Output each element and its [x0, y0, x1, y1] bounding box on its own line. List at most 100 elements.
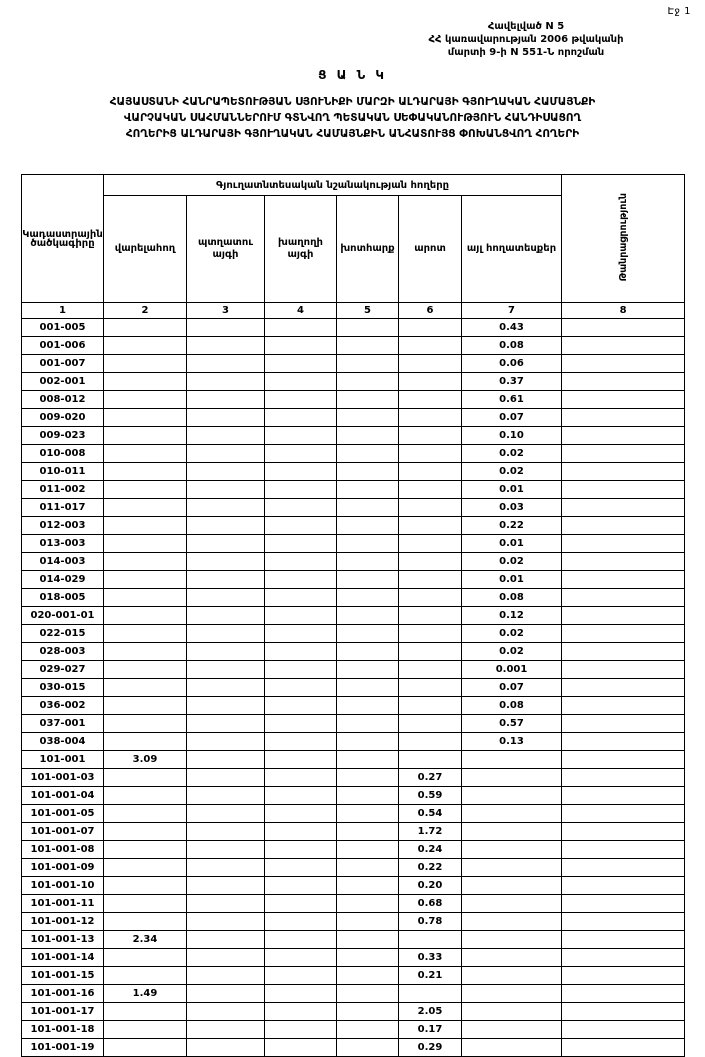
cell-vineyard [264, 948, 337, 967]
cell-orchard [186, 408, 265, 427]
cell-other: 0.07 [460, 408, 563, 427]
cell-orchard [186, 1038, 265, 1057]
cell-arable [103, 408, 187, 427]
data-grid: Կադաստրային ծածկագիրը Գյուղատնտեսական նշ… [21, 174, 686, 1057]
cell-orchard [186, 966, 265, 985]
cell-arable [103, 390, 187, 409]
cell-vineyard [264, 876, 337, 895]
cell-orchard [186, 930, 265, 949]
table-row: 010-011 0.02 [21, 462, 686, 481]
cell-pasture [398, 624, 462, 643]
subtitle-line-2: ՎԱՐՉԱԿԱՆ ՍԱՀՄԱՆՆԵՐՈՒՄ ԳՏՆՎՈՂ ՊԵՏԱԿԱՆ ՍԵՓ… [123, 112, 582, 124]
cell-hayfield [336, 642, 399, 661]
cell-arable [103, 480, 187, 499]
cell-arable [103, 894, 187, 913]
cell-hayfield [336, 336, 399, 355]
table-row: 101-001-07 1.72 [21, 822, 686, 841]
cell-vineyard [264, 408, 337, 427]
cell-pasture [398, 984, 462, 1003]
cell-cadastre-code: 008-012 [21, 390, 104, 409]
cell-hayfield [336, 1038, 399, 1057]
cell-pasture [398, 588, 462, 607]
cell-density [561, 318, 686, 337]
cell-orchard [186, 570, 265, 589]
cell-arable [103, 588, 187, 607]
cell-cadastre-code: 101-001-09 [21, 858, 104, 877]
table-row: 001-005 0.43 [21, 318, 686, 337]
cell-other: 0.01 [460, 570, 563, 589]
cell-cadastre-code: 020-001-01 [21, 606, 104, 625]
table-row: 037-001 0.57 [21, 714, 686, 733]
cell-hayfield [336, 444, 399, 463]
cell-density [561, 498, 686, 517]
table-row: 022-015 0.02 [21, 624, 686, 643]
cell-other [460, 984, 563, 1003]
cell-vineyard [264, 390, 337, 409]
cell-pasture [398, 660, 462, 679]
cell-arable [103, 660, 187, 679]
cell-cadastre-code: 101-001-15 [21, 966, 104, 985]
cell-hayfield [336, 678, 399, 697]
cell-hayfield [336, 498, 399, 517]
cell-vineyard [264, 318, 337, 337]
cell-hayfield [336, 894, 399, 913]
table-row: 020-001-01 0.12 [21, 606, 686, 625]
cell-vineyard [264, 1038, 337, 1057]
cell-arable [103, 822, 187, 841]
header-agricultural-group: Գյուղատնտեսական նշանակության հողերը [102, 174, 563, 196]
cell-cadastre-code: 101-001 [21, 750, 104, 769]
header-density-rotated: Թանրացրություն [561, 174, 686, 303]
document-subtitle: ՀԱՅԱՍՏԱՆԻ ՀԱՆՐԱՊԵՏՈՒԹՅԱՆ ՍՅՈՒՆԻՔԻ ՄԱՐԶԻ … [14, 94, 691, 142]
cell-pasture [398, 408, 462, 427]
cell-hayfield [336, 840, 399, 859]
cell-other [460, 876, 563, 895]
cell-orchard [186, 642, 265, 661]
cell-vineyard [264, 804, 337, 823]
cell-other: 0.13 [460, 732, 563, 751]
approval-block: Հավելված N 5 ՀՀ կառավարության 2006 թվակա… [361, 20, 691, 59]
cell-cadastre-code: 038-004 [21, 732, 104, 751]
table-row: 101-001-12 0.78 [21, 912, 686, 931]
cell-pasture [398, 354, 462, 373]
cell-arable [103, 804, 187, 823]
cell-orchard [186, 516, 265, 535]
land-allocation-table: Կադաստրային ծածկագիրը Գյուղատնտեսական նշ… [21, 174, 686, 1057]
cell-arable [103, 642, 187, 661]
col-number-8: 8 [561, 302, 686, 319]
cell-vineyard [264, 354, 337, 373]
cell-cadastre-code: 022-015 [21, 624, 104, 643]
cell-arable [103, 534, 187, 553]
cell-arable [103, 624, 187, 643]
cell-other [460, 786, 563, 805]
cell-other: 0.001 [460, 660, 563, 679]
cell-other [460, 858, 563, 877]
cell-vineyard [264, 444, 337, 463]
cell-hayfield [336, 372, 399, 391]
cell-hayfield [336, 948, 399, 967]
table-row: 029-027 0.001 [21, 660, 686, 679]
cell-arable [103, 732, 187, 751]
cell-orchard [186, 912, 265, 931]
cell-cadastre-code: 001-006 [21, 336, 104, 355]
header-other-lands: այլ հողատեսքեր [460, 195, 563, 303]
cell-arable [103, 516, 187, 535]
approval-line-2: ՀՀ կառավարության 2006 թվականի [428, 34, 624, 45]
cell-density [561, 534, 686, 553]
cell-hayfield [336, 696, 399, 715]
cell-density [561, 426, 686, 445]
cell-density [561, 786, 686, 805]
cell-other: 0.02 [460, 642, 563, 661]
col-number-6: 6 [398, 302, 462, 319]
cell-orchard [186, 336, 265, 355]
cell-hayfield [336, 570, 399, 589]
cell-pasture [398, 714, 462, 733]
cell-vineyard [264, 1020, 337, 1039]
cell-orchard [186, 984, 265, 1003]
cell-other: 0.03 [460, 498, 563, 517]
cell-arable [103, 606, 187, 625]
cell-arable [103, 318, 187, 337]
col-number-3: 3 [186, 302, 265, 319]
column-number-row: 1 2 3 4 5 6 7 8 [21, 302, 686, 319]
cell-pasture: 0.24 [398, 840, 462, 859]
cell-vineyard [264, 912, 337, 931]
